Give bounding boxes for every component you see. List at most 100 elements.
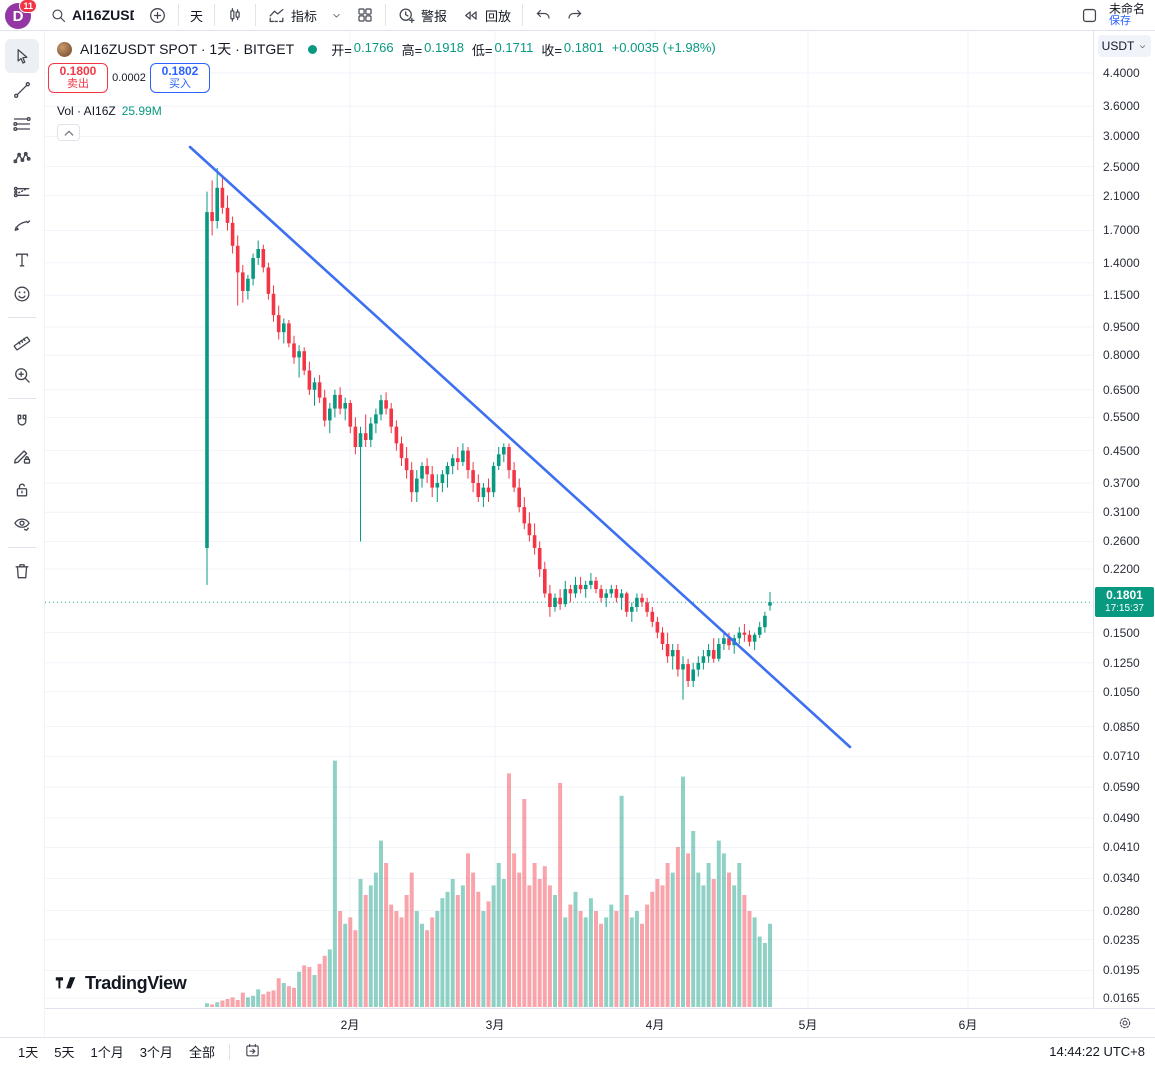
candle-body [676, 650, 680, 670]
user-avatar[interactable]: D 11 [5, 0, 37, 29]
candle-body [333, 394, 337, 409]
volume-bar [302, 965, 307, 1007]
candle-body [353, 426, 358, 447]
layout-name-block[interactable]: 未命名 保存 [1109, 3, 1145, 27]
range-button-1m[interactable]: 1个月 [90, 1045, 124, 1060]
volume-bar [762, 943, 767, 1007]
volume-bar [409, 872, 414, 1007]
candle-body [568, 589, 573, 594]
candle-body [430, 474, 434, 488]
volume-bar [394, 911, 399, 1007]
lock-all-drawings-tool[interactable] [5, 473, 39, 507]
tradingview-watermark[interactable]: TradingView [55, 973, 187, 994]
range-button-3m[interactable]: 3个月 [139, 1045, 173, 1060]
projection-tool[interactable] [5, 175, 39, 209]
trendline[interactable] [188, 145, 852, 749]
candle-body [297, 351, 301, 358]
range-button-all[interactable]: 全部 [188, 1045, 215, 1060]
calendar-goto-icon [246, 1043, 259, 1056]
magnet-icon [17, 414, 27, 426]
range-button-5d[interactable]: 5天 [54, 1045, 75, 1060]
add-symbol-button[interactable] [141, 0, 174, 30]
chevron-up-icon [64, 129, 73, 136]
horizontal-lines-tool[interactable] [5, 107, 39, 141]
time-axis-settings[interactable] [1093, 1008, 1155, 1037]
layout-square-icon[interactable] [1080, 6, 1099, 25]
replay-button[interactable]: 回放 [454, 0, 518, 30]
candle-body [701, 656, 706, 663]
hide-drawings-tool[interactable] [5, 507, 39, 541]
chart-legend: AI16ZUSDT SPOT · 1天 · BITGET 开= 0.1766 高=… [57, 39, 716, 59]
volume-bar [716, 840, 721, 1007]
candle-body [435, 483, 440, 488]
buy-button[interactable]: 0.1802 买入 [150, 63, 210, 93]
emoji-tool[interactable] [5, 277, 39, 311]
close-value: 0.1801 [563, 39, 604, 55]
volume-bar [455, 895, 460, 1007]
brush-tool[interactable] [5, 209, 39, 243]
range-button-1d[interactable]: 1天 [18, 1045, 39, 1060]
remove-drawings-tool[interactable] [5, 554, 39, 588]
layout-grid-button[interactable] [349, 0, 381, 30]
toolbar-divider [178, 4, 179, 26]
zoom-in-tool[interactable] [5, 358, 39, 392]
trend-line-tool[interactable] [5, 73, 39, 107]
candle-body [532, 535, 537, 548]
volume-bar [460, 885, 465, 1007]
volume-bar [553, 895, 557, 1007]
indicators-templates-chevron[interactable] [324, 0, 349, 30]
volume-bar [353, 930, 358, 1007]
save-layout-link[interactable]: 保存 [1108, 15, 1131, 27]
interval-button[interactable]: 天 [190, 8, 204, 24]
volume-bar [686, 853, 691, 1007]
candle-body [757, 627, 762, 635]
volume-bar [332, 760, 337, 1007]
close-label: 收= [541, 42, 562, 58]
change-value: +0.0035 (+1.98%) [611, 39, 716, 55]
price-axis[interactable]: USDT 4.4000 3.6000 3.0000 2.5000 2.1000 1.700… [1093, 31, 1155, 1008]
candle-body [220, 187, 225, 208]
volume-bar [256, 989, 261, 1007]
currency-toggle-button[interactable]: USDT [1098, 35, 1151, 57]
time-axis[interactable]: 2月 3月 4月 5月 6月 [45, 1008, 1093, 1037]
measure-tool[interactable] [5, 324, 39, 358]
chart-pane[interactable]: AI16ZUSDT SPOT · 1天 · BITGET 开= 0.1766 高=… [45, 31, 1093, 1008]
alert-button[interactable]: 警报 [390, 0, 454, 30]
symbol-search-button[interactable]: AI16ZUSDT [43, 0, 141, 30]
currency-label: USDT [1101, 39, 1135, 53]
indicators-button[interactable]: 指标 [260, 0, 324, 30]
undo-button[interactable] [527, 0, 559, 30]
candle-body [230, 222, 235, 246]
gear-icon [1119, 1017, 1130, 1029]
price-tick: 2.5000 [1103, 160, 1140, 174]
candle-body [302, 351, 306, 371]
volume-bar [599, 923, 604, 1007]
goto-date-button[interactable] [236, 1040, 269, 1064]
clock-utc[interactable]: 14:44:22 UTC+8 [1049, 1044, 1145, 1059]
drawing-mode-lock-tool[interactable] [5, 439, 39, 473]
redo-button[interactable] [559, 0, 591, 30]
volume-bar [389, 904, 394, 1007]
symbol-title[interactable]: AI16ZUSDT SPOT · 1天 · BITGET [80, 41, 295, 57]
time-axis-label: 3月 [485, 1018, 505, 1032]
collapse-legend-button[interactable] [57, 124, 80, 141]
candlestick-chart[interactable] [45, 31, 1093, 1008]
sell-label: 卖出 [67, 78, 89, 90]
candle-body [727, 638, 731, 646]
volume-bar [619, 795, 624, 1007]
text-tool[interactable] [5, 243, 39, 277]
pattern-tool[interactable] [5, 141, 39, 175]
cursor-tool[interactable] [5, 39, 39, 73]
buy-label: 买入 [169, 78, 191, 90]
candle-body [491, 466, 496, 493]
volume-bar [450, 879, 455, 1007]
volume-bar [235, 1000, 240, 1007]
toolbar-divider [255, 4, 257, 26]
chart-style-button[interactable] [219, 0, 251, 30]
magnet-tool[interactable] [5, 405, 39, 439]
sell-button[interactable]: 0.1800 卖出 [48, 63, 108, 93]
volume-bar [675, 847, 680, 1007]
top-toolbar: D 11 AI16ZUSDT 天 指标 [0, 0, 1155, 31]
candle-body [379, 400, 383, 415]
volume-bar [363, 895, 368, 1007]
